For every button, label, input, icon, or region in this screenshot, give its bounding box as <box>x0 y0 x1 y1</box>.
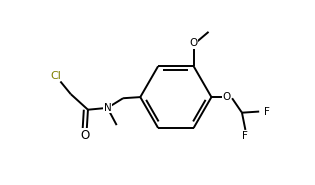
Text: N: N <box>104 103 111 113</box>
Text: O: O <box>80 129 89 142</box>
Text: F: F <box>243 131 248 141</box>
Text: Cl: Cl <box>51 71 62 81</box>
Text: F: F <box>264 107 270 117</box>
Text: O: O <box>190 38 198 48</box>
Text: O: O <box>222 92 231 102</box>
